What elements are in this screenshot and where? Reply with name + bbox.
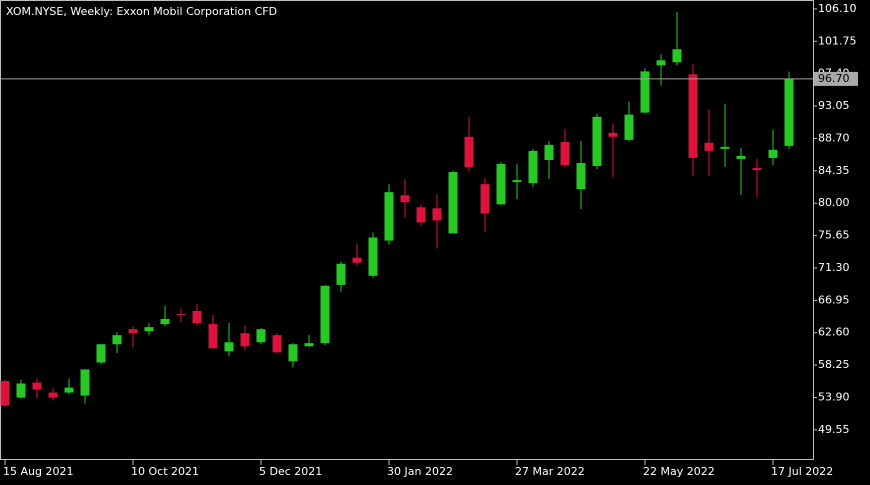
candle-body	[736, 155, 746, 159]
x-tick-label: 17 Jul 2022	[771, 465, 833, 478]
candle-body	[224, 342, 234, 352]
candle-body	[48, 392, 58, 398]
y-tick-label: 53.90	[818, 390, 850, 403]
last-price-label: 96.70	[818, 72, 850, 85]
candle-body	[64, 387, 74, 393]
y-tick-label: 49.55	[818, 423, 850, 436]
candle-body	[288, 344, 298, 362]
candle-body	[384, 192, 394, 241]
y-tick-label: 80.00	[818, 196, 850, 209]
candle-body	[448, 172, 458, 234]
candle-body	[128, 329, 138, 334]
candle-body	[464, 136, 474, 168]
candle-body	[192, 310, 202, 324]
candle-body	[32, 382, 42, 390]
x-tick-label: 5 Dec 2021	[259, 465, 322, 478]
candle-body	[672, 49, 682, 63]
x-tick-label: 30 Jan 2022	[387, 465, 453, 478]
y-tick-label: 66.95	[818, 293, 850, 306]
candle-body	[320, 285, 330, 344]
candle-body	[656, 60, 666, 66]
candle-body	[720, 146, 730, 149]
candle-body	[592, 116, 602, 166]
plot-frame	[0, 0, 814, 460]
x-tick-label: 27 Mar 2022	[515, 465, 585, 478]
candle-body	[160, 318, 170, 325]
candle-body	[752, 168, 762, 171]
candle-body	[416, 207, 426, 223]
x-tick-label: 15 Aug 2021	[3, 465, 73, 478]
candle-body	[608, 132, 618, 137]
candle-body	[496, 163, 506, 205]
candle-body	[528, 150, 538, 184]
candle-body	[704, 142, 714, 151]
x-tick-label: 10 Oct 2021	[131, 465, 199, 478]
candle-body	[560, 141, 570, 166]
y-tick-label: 88.70	[818, 131, 850, 144]
candle-body	[16, 383, 26, 398]
x-tick-label: 22 May 2022	[643, 465, 715, 478]
candle-body	[768, 149, 778, 158]
candle-body	[432, 208, 442, 221]
last-price-box	[814, 71, 858, 86]
candle-body	[512, 180, 522, 183]
candle-body	[688, 74, 698, 158]
y-tick-label: 75.65	[818, 229, 850, 242]
candle-body	[240, 333, 250, 347]
y-tick-label: 101.75	[818, 34, 857, 47]
candle-body	[176, 314, 186, 316]
candle-body	[336, 263, 346, 285]
candle-body	[0, 381, 10, 406]
candle-body	[80, 369, 90, 396]
y-tick-label: 62.60	[818, 326, 850, 339]
candle-body	[272, 335, 282, 353]
candle-body	[256, 329, 266, 343]
candle-body	[112, 335, 122, 345]
candle-body	[96, 344, 106, 363]
candle-body	[784, 78, 794, 146]
candle-body	[576, 163, 586, 190]
chart-title: XOM.NYSE, Weekly: Exxon Mobil Corporatio…	[6, 5, 277, 18]
y-tick-label: 84.35	[818, 164, 850, 177]
y-tick-label: 58.25	[818, 358, 850, 371]
y-tick-label: 106.10	[818, 2, 857, 15]
candle-body	[304, 343, 314, 347]
candle-body	[640, 71, 650, 113]
candle-body	[624, 114, 634, 140]
candle-body	[400, 195, 410, 203]
candle-body	[368, 237, 378, 276]
candle-body	[544, 144, 554, 160]
y-tick-label: 93.05	[818, 99, 850, 112]
candle-body	[480, 184, 490, 214]
y-tick-label: 71.30	[818, 261, 850, 274]
candle-body	[144, 327, 154, 332]
candle-body	[208, 324, 218, 349]
candle-body	[352, 257, 362, 263]
